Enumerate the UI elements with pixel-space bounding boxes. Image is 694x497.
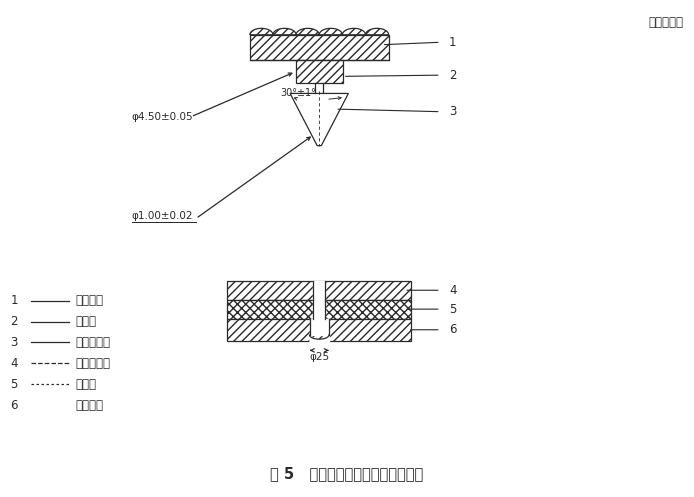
Polygon shape bbox=[366, 28, 389, 35]
Text: 6: 6 bbox=[10, 399, 18, 412]
Text: φ25: φ25 bbox=[310, 352, 329, 362]
Text: φ1.00±0.02: φ1.00±0.02 bbox=[132, 211, 194, 221]
Bar bbox=[227, 319, 411, 341]
Bar bbox=[296, 60, 343, 83]
Text: 5: 5 bbox=[449, 303, 457, 316]
Text: 穿刺钢针；: 穿刺钢针； bbox=[75, 336, 110, 349]
Text: 4: 4 bbox=[449, 284, 457, 297]
Bar bbox=[296, 60, 343, 83]
Polygon shape bbox=[290, 93, 348, 146]
Text: 3: 3 bbox=[449, 105, 457, 118]
Text: φ4.50±0.05: φ4.50±0.05 bbox=[132, 112, 194, 122]
Polygon shape bbox=[342, 28, 366, 35]
Text: 拉力机；: 拉力机； bbox=[75, 294, 103, 307]
Text: 1: 1 bbox=[10, 294, 18, 307]
Bar bbox=[227, 319, 411, 341]
Bar bbox=[227, 300, 411, 319]
Polygon shape bbox=[250, 28, 273, 35]
Text: 1: 1 bbox=[449, 36, 457, 49]
Polygon shape bbox=[273, 28, 296, 35]
Bar bbox=[250, 35, 389, 60]
Text: 定位压块；: 定位压块； bbox=[75, 357, 110, 370]
Bar bbox=[227, 300, 411, 319]
Text: 支承块。: 支承块。 bbox=[75, 399, 103, 412]
Text: 压头；: 压头； bbox=[75, 315, 96, 328]
Polygon shape bbox=[319, 28, 342, 35]
Bar bbox=[227, 281, 411, 300]
Polygon shape bbox=[296, 28, 319, 35]
Text: 30°±1°: 30°±1° bbox=[280, 88, 316, 98]
Text: 2: 2 bbox=[449, 69, 457, 82]
Text: 单位为毫米: 单位为毫米 bbox=[649, 16, 684, 29]
Text: 5: 5 bbox=[10, 378, 18, 391]
Text: 3: 3 bbox=[10, 336, 18, 349]
Text: 2: 2 bbox=[10, 315, 18, 328]
Text: 6: 6 bbox=[449, 323, 457, 336]
Text: 4: 4 bbox=[10, 357, 18, 370]
Text: 图 5   救援靴靴底抗刺穿装置示意图: 图 5 救援靴靴底抗刺穿装置示意图 bbox=[271, 466, 423, 481]
Bar bbox=[250, 35, 389, 60]
Text: 试样；: 试样； bbox=[75, 378, 96, 391]
Bar bbox=[227, 281, 411, 300]
